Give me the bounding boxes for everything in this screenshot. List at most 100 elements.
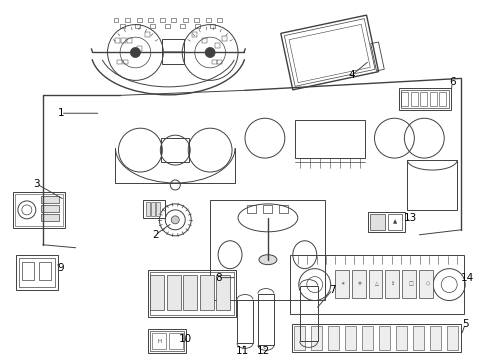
Text: ↕: ↕	[390, 281, 395, 286]
Text: ❄: ❄	[357, 281, 361, 286]
Text: □: □	[407, 281, 412, 286]
Bar	[16, 255, 58, 289]
Bar	[407, 160, 456, 210]
Bar	[401, 90, 448, 108]
Bar	[183, 275, 197, 310]
Bar	[258, 293, 273, 345]
Bar	[143, 200, 165, 218]
Bar	[310, 327, 321, 350]
Bar	[237, 300, 252, 343]
Text: 3: 3	[33, 179, 40, 189]
Text: 14: 14	[460, 273, 473, 283]
Circle shape	[130, 48, 140, 58]
Bar	[246, 205, 255, 213]
Bar	[115, 38, 120, 42]
Bar	[420, 92, 427, 106]
Bar	[135, 24, 140, 28]
Bar	[395, 327, 406, 350]
Bar	[15, 194, 62, 226]
Bar	[192, 32, 197, 37]
Bar	[162, 39, 184, 64]
Text: 10: 10	[178, 334, 191, 345]
Bar	[150, 332, 184, 351]
Bar	[123, 60, 128, 64]
Text: 13: 13	[403, 213, 416, 223]
Text: △: △	[374, 281, 378, 286]
Bar	[199, 275, 213, 310]
Text: 1: 1	[57, 108, 64, 118]
Bar	[137, 46, 142, 50]
Bar	[278, 205, 287, 213]
Bar	[41, 214, 59, 221]
Text: H: H	[157, 339, 161, 344]
Bar	[125, 18, 130, 22]
Bar	[217, 18, 222, 22]
Bar	[171, 18, 176, 22]
Bar	[19, 258, 55, 287]
Text: 2: 2	[152, 230, 158, 240]
Bar	[13, 192, 64, 228]
Circle shape	[171, 216, 179, 224]
Bar	[293, 327, 304, 350]
Bar	[447, 327, 457, 350]
Bar	[202, 38, 207, 42]
Text: ☀: ☀	[340, 281, 344, 286]
Bar	[165, 24, 170, 28]
Bar	[429, 327, 440, 350]
Bar	[351, 270, 365, 298]
Bar	[151, 202, 155, 216]
Bar	[344, 327, 355, 350]
Bar	[166, 275, 181, 310]
Bar	[367, 212, 405, 232]
Text: ▲: ▲	[392, 219, 397, 224]
Bar	[41, 196, 59, 203]
Bar	[387, 214, 402, 230]
Bar	[216, 275, 229, 310]
Bar	[121, 38, 126, 42]
Bar	[402, 270, 415, 298]
Bar	[180, 24, 185, 28]
Bar	[150, 24, 155, 28]
Bar	[327, 327, 338, 350]
Bar	[401, 92, 407, 106]
Bar	[210, 200, 324, 300]
Bar	[127, 38, 132, 42]
Text: 7: 7	[329, 284, 335, 294]
Bar	[194, 18, 199, 22]
Bar	[369, 214, 385, 230]
Bar	[148, 270, 236, 318]
Bar	[378, 327, 389, 350]
Text: 6: 6	[448, 77, 455, 87]
Bar	[152, 333, 166, 349]
Bar	[148, 18, 153, 22]
Bar	[195, 24, 200, 28]
Ellipse shape	[259, 255, 276, 265]
Bar	[291, 324, 460, 352]
Bar	[263, 205, 271, 213]
Bar	[145, 32, 150, 37]
Bar	[182, 18, 187, 22]
Bar	[169, 333, 183, 349]
Bar	[117, 60, 122, 64]
Bar	[289, 255, 463, 315]
Text: ⬡: ⬡	[424, 281, 428, 286]
Bar	[150, 272, 234, 315]
Bar	[368, 270, 382, 298]
Bar	[412, 327, 423, 350]
Bar	[146, 202, 150, 216]
Text: 8: 8	[214, 273, 221, 283]
Bar	[210, 24, 215, 28]
Bar	[399, 88, 450, 110]
Bar	[120, 24, 125, 28]
Bar	[156, 202, 160, 216]
Bar	[150, 275, 164, 310]
Bar	[334, 270, 348, 298]
Bar	[429, 92, 436, 106]
Bar	[222, 36, 226, 41]
Bar	[438, 92, 446, 106]
Bar	[410, 92, 417, 106]
Bar	[215, 43, 220, 48]
Bar	[212, 60, 217, 64]
Text: 9: 9	[57, 263, 64, 273]
Bar	[385, 270, 399, 298]
